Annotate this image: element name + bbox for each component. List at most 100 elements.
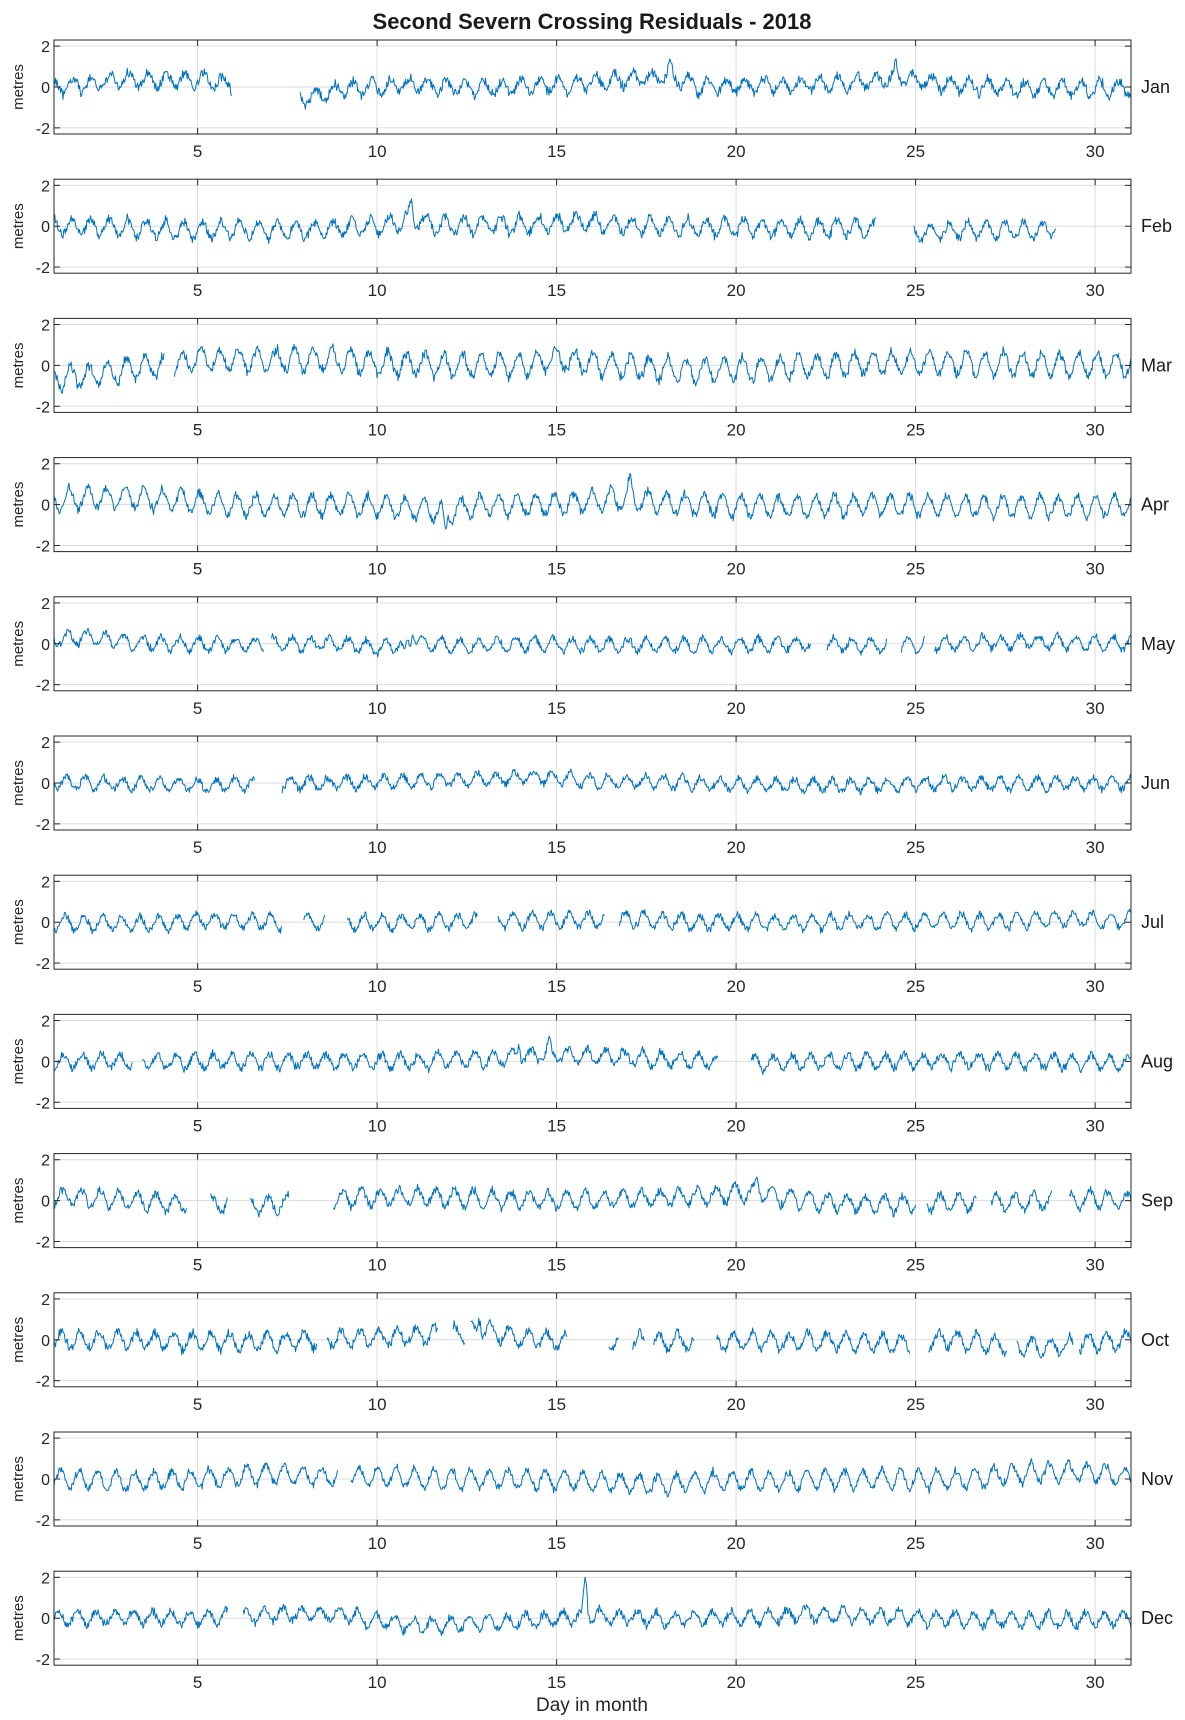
y-tick-label: 0 bbox=[41, 498, 50, 515]
x-tick-label: 30 bbox=[1086, 1673, 1105, 1692]
month-label: Feb bbox=[1141, 216, 1172, 236]
series-line-nov bbox=[54, 1458, 1131, 1498]
y-tick-label: 0 bbox=[41, 219, 50, 236]
x-tick-label: 25 bbox=[906, 281, 925, 300]
x-tick-label: 5 bbox=[193, 699, 202, 718]
x-tick-label: 5 bbox=[193, 142, 202, 161]
series-line-may bbox=[54, 628, 1131, 658]
x-tick-label: 10 bbox=[368, 1534, 387, 1553]
x-tick-label: 30 bbox=[1086, 142, 1105, 161]
y-axis-label: metres bbox=[10, 1038, 27, 1084]
x-tick-label: 20 bbox=[727, 281, 746, 300]
y-tick-label: 2 bbox=[41, 735, 50, 752]
y-axis-label: metres bbox=[10, 342, 27, 388]
x-tick-label: 30 bbox=[1086, 281, 1105, 300]
y-axis-label: metres bbox=[10, 621, 27, 667]
x-tick-label: 30 bbox=[1086, 1256, 1105, 1275]
x-tick-label: 25 bbox=[906, 560, 925, 579]
x-tick-label: 5 bbox=[193, 281, 202, 300]
x-tick-label: 20 bbox=[727, 420, 746, 439]
y-axis-label: metres bbox=[10, 482, 27, 528]
y-tick-label: 0 bbox=[41, 1194, 50, 1211]
y-tick-label: -2 bbox=[36, 260, 50, 277]
x-tick-label: 15 bbox=[547, 1534, 566, 1553]
panel-mar: 5 10 15 20 25 30 -2 0 2 metres Mar bbox=[10, 318, 1172, 440]
x-tick-label: 25 bbox=[906, 1116, 925, 1135]
x-tick-label: 15 bbox=[547, 1673, 566, 1692]
x-tick-label: 15 bbox=[547, 420, 566, 439]
panel-jan: 5 10 15 20 25 30 -2 0 2 metres Jan bbox=[10, 39, 1170, 161]
y-tick-label: 0 bbox=[41, 915, 50, 932]
y-axis-label: metres bbox=[10, 64, 27, 110]
x-tick-label: 15 bbox=[547, 142, 566, 161]
x-tick-label: 5 bbox=[193, 1116, 202, 1135]
series-line-aug bbox=[54, 1035, 1131, 1075]
y-axis-label: metres bbox=[10, 760, 27, 806]
x-tick-label: 5 bbox=[193, 1673, 202, 1692]
y-tick-label: -2 bbox=[36, 678, 50, 695]
x-tick-label: 5 bbox=[193, 977, 202, 996]
x-tick-label: 20 bbox=[727, 1116, 746, 1135]
x-tick-label: 10 bbox=[368, 420, 387, 439]
x-tick-label: 10 bbox=[368, 977, 387, 996]
y-tick-label: -2 bbox=[36, 956, 50, 973]
chart-title: Second Severn Crossing Residuals - 2018 bbox=[373, 9, 812, 34]
y-tick-label: -2 bbox=[36, 121, 50, 138]
y-axis-label: metres bbox=[10, 1317, 27, 1363]
y-tick-label: -2 bbox=[36, 399, 50, 416]
x-tick-label: 10 bbox=[368, 699, 387, 718]
x-tick-label: 25 bbox=[906, 1256, 925, 1275]
x-tick-label: 20 bbox=[727, 1395, 746, 1414]
x-tick-label: 20 bbox=[727, 1534, 746, 1553]
month-label: Jul bbox=[1141, 912, 1164, 932]
y-tick-label: 0 bbox=[41, 776, 50, 793]
x-tick-label: 25 bbox=[906, 142, 925, 161]
x-tick-label: 20 bbox=[727, 1256, 746, 1275]
x-tick-label: 20 bbox=[727, 699, 746, 718]
x-tick-label: 15 bbox=[547, 699, 566, 718]
panel-jul: 5 10 15 20 25 30 -2 0 2 metres Jul bbox=[10, 874, 1164, 996]
x-tick-label: 20 bbox=[727, 977, 746, 996]
y-tick-label: 2 bbox=[41, 874, 50, 891]
y-tick-label: -2 bbox=[36, 1652, 50, 1669]
month-label: Jun bbox=[1141, 773, 1170, 793]
y-tick-label: 2 bbox=[41, 1153, 50, 1170]
month-label: Aug bbox=[1141, 1051, 1173, 1071]
y-tick-label: -2 bbox=[36, 1095, 50, 1112]
x-tick-label: 15 bbox=[547, 560, 566, 579]
x-tick-label: 20 bbox=[727, 838, 746, 857]
x-tick-label: 15 bbox=[547, 977, 566, 996]
y-tick-label: 2 bbox=[41, 318, 50, 335]
x-tick-label: 5 bbox=[193, 420, 202, 439]
x-tick-label: 30 bbox=[1086, 1534, 1105, 1553]
x-axis-label: Day in month bbox=[536, 1695, 648, 1716]
y-tick-label: 0 bbox=[41, 1333, 50, 1350]
panel-apr: 5 10 15 20 25 30 -2 0 2 metres Apr bbox=[10, 457, 1169, 579]
panel-nov: 5 10 15 20 25 30 -2 0 2 metres Nov bbox=[10, 1431, 1173, 1553]
x-tick-label: 25 bbox=[906, 838, 925, 857]
y-axis-label: metres bbox=[10, 1595, 27, 1641]
y-tick-label: 2 bbox=[41, 457, 50, 474]
y-axis-label: metres bbox=[10, 1178, 27, 1224]
y-tick-label: 0 bbox=[41, 1054, 50, 1071]
x-tick-label: 15 bbox=[547, 1395, 566, 1414]
series-line-sep bbox=[54, 1176, 1131, 1218]
panel-dec: 5 10 15 20 25 30 -2 0 2 metres Dec bbox=[10, 1570, 1173, 1692]
y-tick-label: -2 bbox=[36, 1374, 50, 1391]
panel-jun: 5 10 15 20 25 30 -2 0 2 metres Jun bbox=[10, 735, 1170, 857]
month-label: Sep bbox=[1141, 1191, 1173, 1211]
x-tick-label: 10 bbox=[368, 560, 387, 579]
x-tick-label: 10 bbox=[368, 1256, 387, 1275]
x-tick-label: 30 bbox=[1086, 838, 1105, 857]
x-tick-label: 15 bbox=[547, 838, 566, 857]
y-tick-label: -2 bbox=[36, 538, 50, 555]
x-tick-label: 15 bbox=[547, 1116, 566, 1135]
x-tick-label: 10 bbox=[368, 1116, 387, 1135]
x-tick-label: 10 bbox=[368, 1673, 387, 1692]
y-tick-label: 0 bbox=[41, 1472, 50, 1489]
month-label: Jan bbox=[1141, 77, 1170, 97]
y-axis-label: metres bbox=[10, 203, 27, 249]
series-line-jun bbox=[54, 768, 1131, 796]
x-tick-label: 30 bbox=[1086, 1395, 1105, 1414]
